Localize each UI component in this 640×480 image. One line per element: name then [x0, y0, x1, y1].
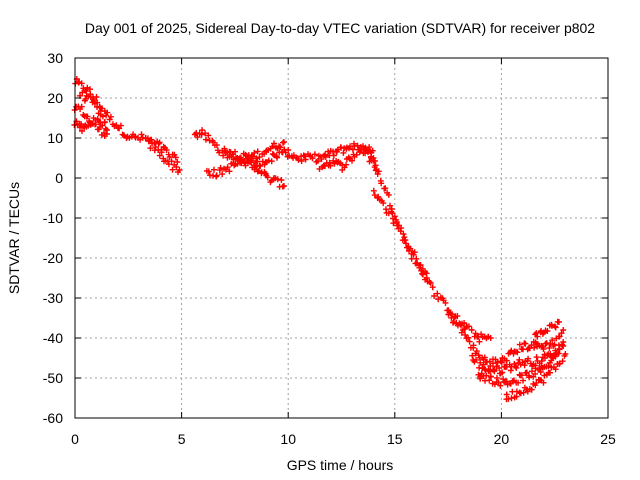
y-tick-label: 0 — [55, 170, 63, 186]
x-tick-label: 5 — [178, 431, 186, 447]
data-points — [71, 76, 569, 403]
chart-title: Day 001 of 2025, Sidereal Day-to-day VTE… — [85, 20, 595, 36]
plus-markers — [469, 342, 567, 377]
plus-markers — [530, 318, 562, 345]
satellite-track-4 — [76, 89, 108, 125]
satellite-track-12 — [370, 187, 494, 345]
satellite-track-15 — [475, 339, 567, 389]
satellite-track-14 — [469, 342, 567, 377]
y-tick-label: -10 — [43, 210, 63, 226]
y-tick-label: 10 — [47, 130, 63, 146]
y-tick-label: -20 — [43, 250, 63, 266]
satellite-track-17 — [530, 318, 562, 345]
plus-markers — [76, 89, 108, 125]
x-axis-label: GPS time / hours — [287, 457, 394, 473]
satellite-track-8 — [221, 148, 287, 190]
plus-markers — [221, 148, 287, 190]
y-axis-label: SDTVAR / TECUs — [6, 182, 22, 294]
grid-lines — [75, 58, 608, 418]
satellite-track-13 — [445, 309, 567, 369]
y-tick-label: 30 — [47, 50, 63, 66]
x-tick-label: 10 — [280, 431, 296, 447]
satellite-track-9 — [284, 140, 377, 165]
plus-markers — [475, 339, 567, 389]
y-tick-label: -40 — [43, 330, 63, 346]
plus-markers — [445, 309, 567, 369]
plus-markers — [316, 143, 381, 177]
x-tick-labels: 0 5 10 15 20 25 — [71, 431, 616, 447]
y-tick-labels: 30 20 10 0 -10 -20 -30 -40 -50 -60 — [43, 50, 63, 426]
satellite-track-16 — [503, 351, 569, 403]
plot-frame — [74, 57, 609, 419]
satellite-track-5 — [144, 135, 183, 176]
satellite-track-10 — [316, 143, 381, 177]
plus-markers — [370, 187, 494, 345]
y-tick-label: -50 — [43, 370, 63, 386]
plus-markers — [144, 135, 183, 176]
x-tick-label: 20 — [494, 431, 510, 447]
y-tick-label: -60 — [43, 410, 63, 426]
plus-markers — [284, 140, 377, 165]
x-tick-label: 15 — [387, 431, 403, 447]
x-tick-label: 25 — [600, 431, 616, 447]
x-tick-label: 0 — [71, 431, 79, 447]
plus-markers — [503, 351, 569, 403]
y-tick-label: 20 — [47, 90, 63, 106]
y-tick-label: -30 — [43, 290, 63, 306]
